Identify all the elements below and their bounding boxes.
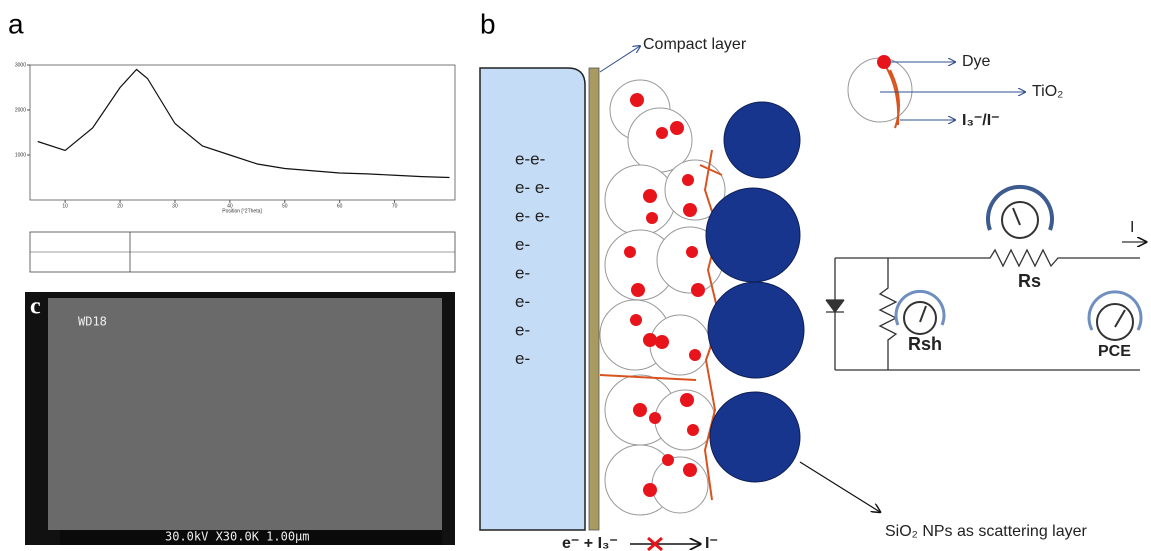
dye-molecule [877,55,891,69]
cross [647,536,663,551]
x-tick-label: 70 [392,203,398,209]
electron-label: e- [515,235,530,254]
sem-bar [60,530,442,545]
sio2-particles [705,101,805,483]
sem-image [48,298,442,530]
x-tick-label: 60 [337,203,343,209]
electrode [479,67,586,531]
reaction-left: e⁻ + I₃⁻ [562,535,618,551]
electron-label: e- e- [515,206,550,225]
arrow [599,46,640,73]
x-tick-label: 10 [62,203,68,209]
xrd-frame [29,64,456,201]
compact-layer-label: Compact layer [643,36,747,53]
panel-label: c [30,294,41,320]
x-tick-label: 20 [117,203,123,209]
panel-label: a [8,8,24,39]
y-tick-label: 3000 [15,62,26,68]
compact-layer [588,67,600,531]
pce-label: PCE [1098,343,1131,360]
electron-label: e- [515,292,530,311]
reaction-right: I⁻ [705,535,718,551]
electrons: e-e-e- e-e- e-e-e-e-e-e- [515,149,550,368]
rsh-label: Rsh [908,334,942,354]
electron-label: e- [515,263,530,282]
xrd-line [37,68,450,179]
tio2-label: TiO₂ [1032,83,1063,100]
x-tick-label: 30 [172,203,178,209]
current-label: I [1130,219,1134,236]
electron-label: e-e- [515,149,545,168]
x-tick-label: 50 [282,203,288,209]
panel-label: b [480,8,496,39]
tio2-particles [599,79,726,516]
xrd-chart: 10 20 30 40 50 60 70 1000 2000 3000 [15,62,450,209]
circuit [825,184,1146,371]
electron-label: e- [515,349,530,368]
y-tick-label: 1000 [15,152,26,158]
y-tick-label: 2000 [15,107,26,113]
arrow [799,461,880,512]
sio2-label: SiO₂ NPs as scattering layer [885,523,1088,540]
electron-label: e- [515,320,530,339]
dye-molecules [624,93,705,497]
sem-info: 30.0kV X30.0K 1.00μm [165,530,310,544]
x-tick-label: 40 [227,203,233,209]
electrolyte-label: I₃⁻/I⁻ [962,112,1000,129]
x-axis-label: Position [°2Theta] [222,208,262,214]
rs-label: Rs [1018,271,1041,291]
dye-label: Dye [962,53,991,70]
electron-label: e- e- [515,178,550,197]
sem-wd: WD18 [78,315,107,329]
